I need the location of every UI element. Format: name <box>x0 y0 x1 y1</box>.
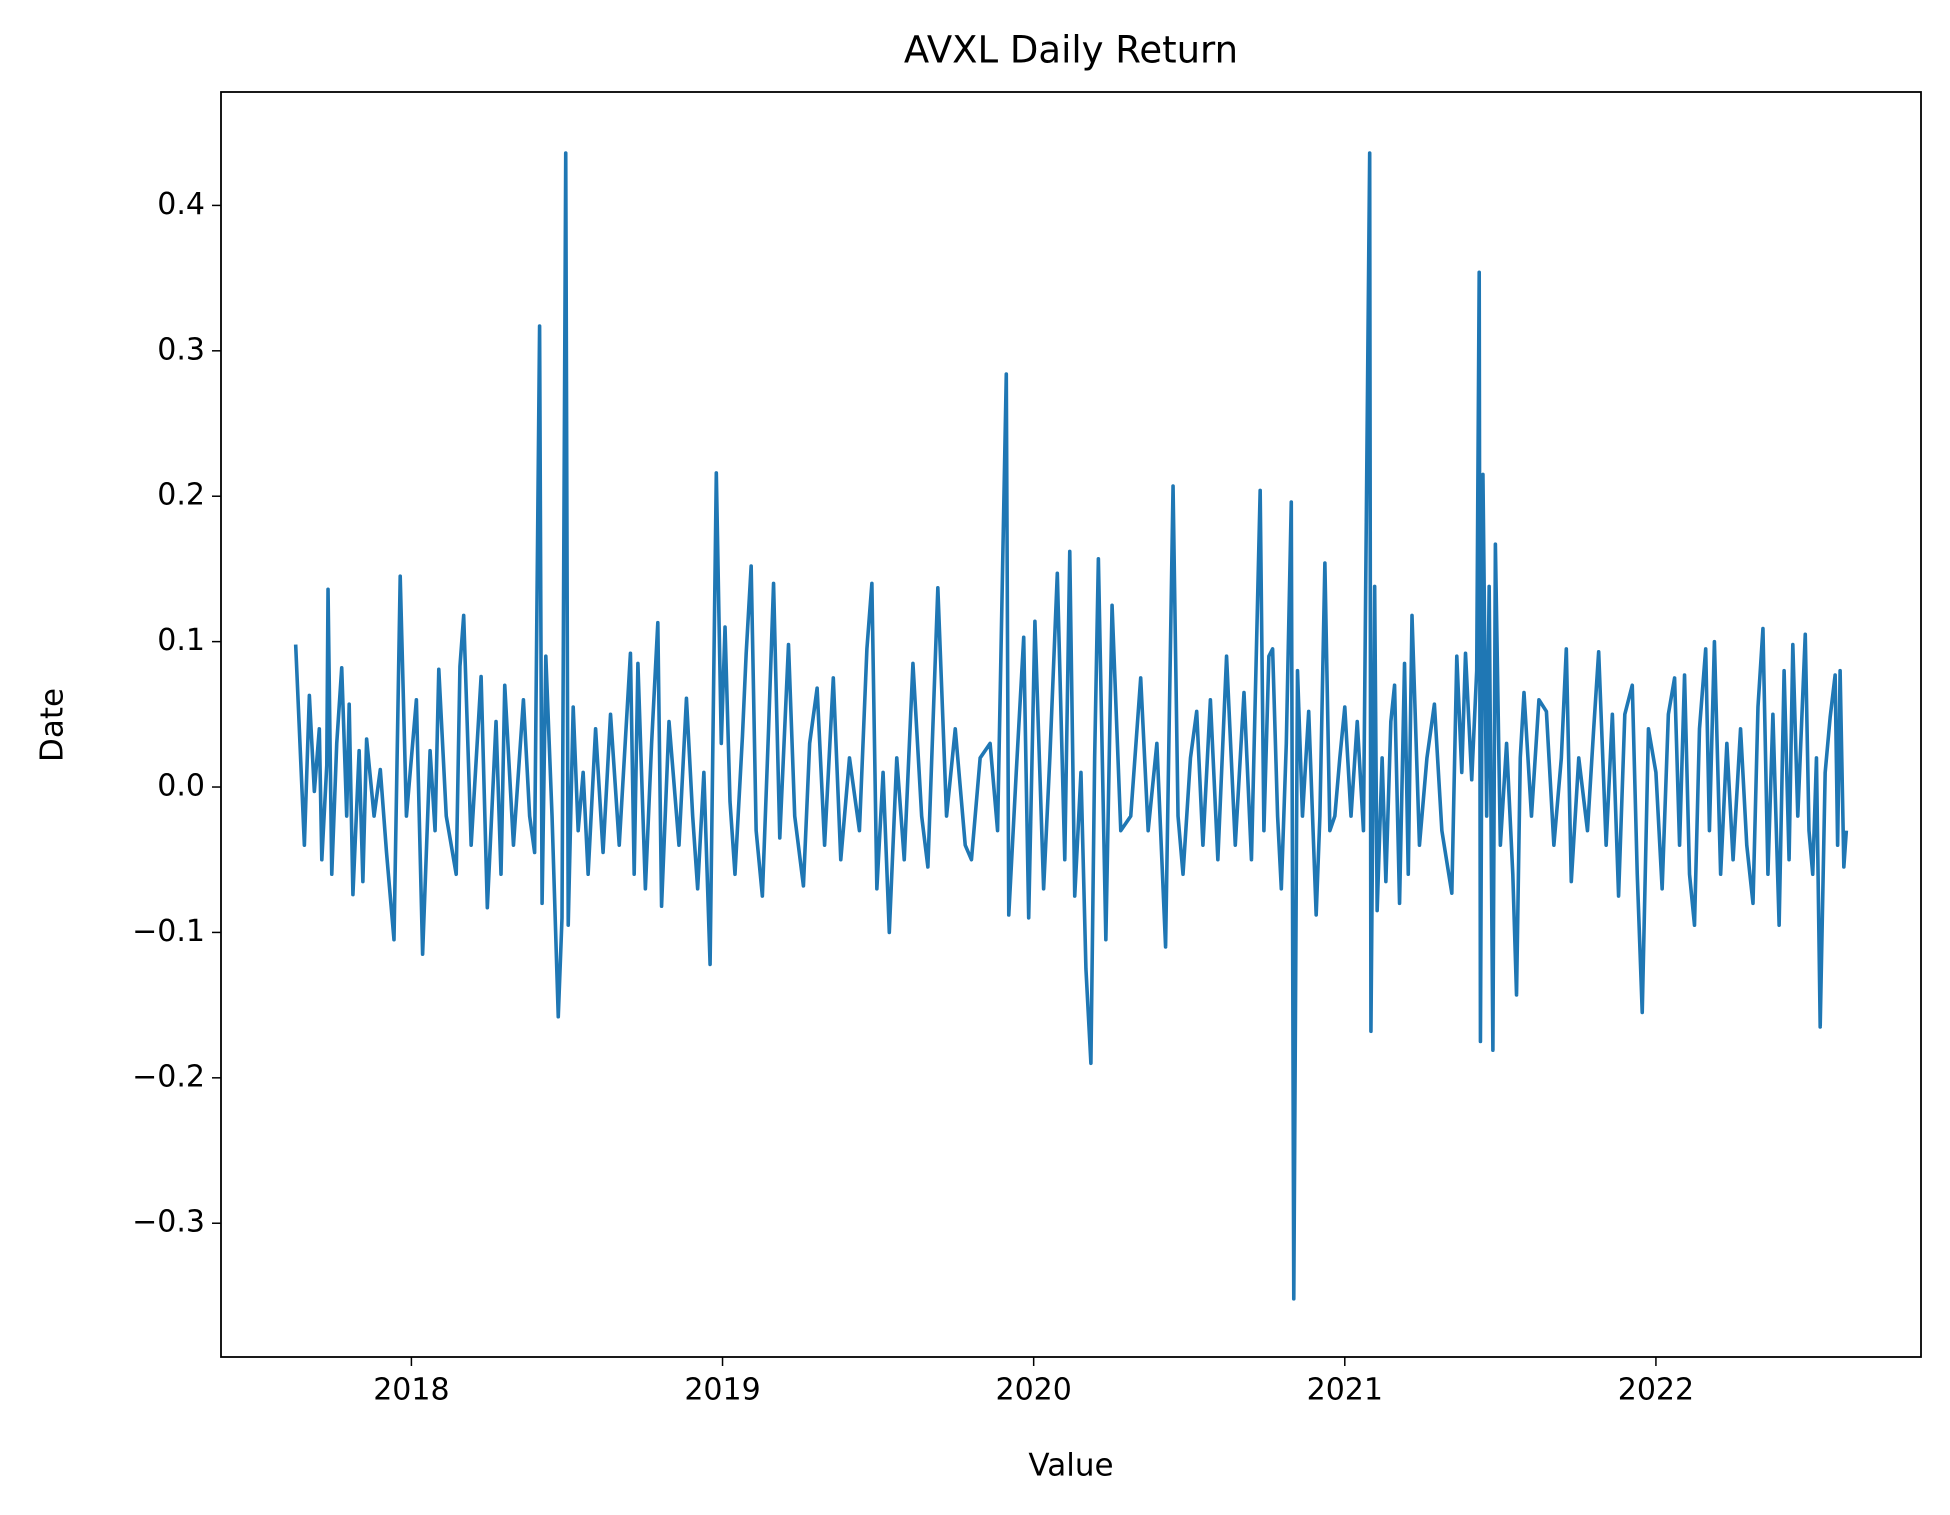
x-tick-label: 2018 <box>373 1373 449 1408</box>
x-tick-label: 2021 <box>1307 1373 1383 1408</box>
y-axis-label: Date <box>35 688 71 762</box>
x-axis-label: Value <box>1028 1448 1113 1484</box>
x-tick-label: 2020 <box>995 1373 1071 1408</box>
y-tick-label: −0.1 <box>132 914 205 949</box>
x-tick-label: 2019 <box>684 1373 760 1408</box>
y-tick-label: −0.2 <box>132 1059 205 1094</box>
y-tick-label: 0.4 <box>157 187 205 222</box>
chart-title: AVXL Daily Return <box>904 29 1238 72</box>
y-tick-label: 0.3 <box>157 332 205 367</box>
y-tick-label: 0.1 <box>157 623 205 658</box>
y-tick-label: −0.3 <box>132 1205 205 1240</box>
plot-frame <box>220 91 1922 1358</box>
y-tick-label: 0.0 <box>157 769 205 804</box>
data-line <box>293 151 1849 1301</box>
y-tick-label: 0.2 <box>157 478 205 513</box>
x-tick-label: 2022 <box>1618 1373 1694 1408</box>
